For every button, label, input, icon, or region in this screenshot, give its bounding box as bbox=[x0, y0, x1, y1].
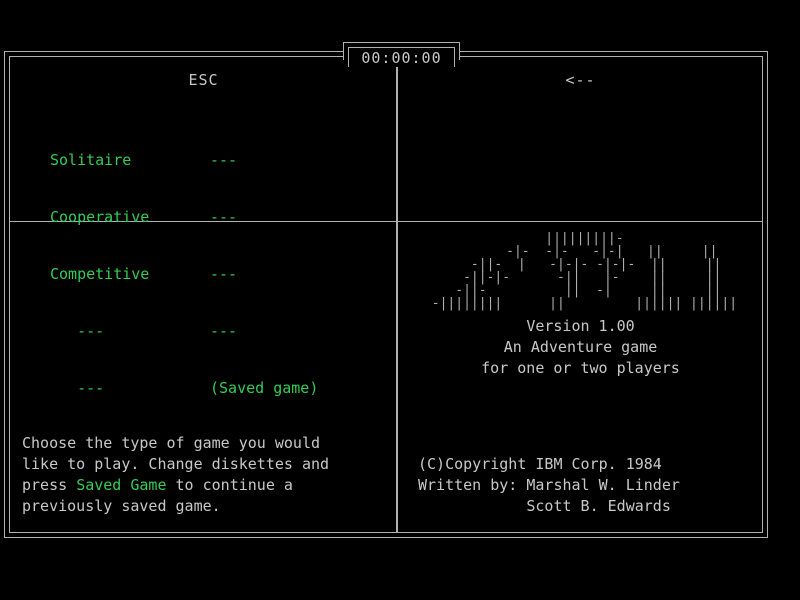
game-type-menu: Solitaire --- Cooperative --- Competitive -… bbox=[12, 113, 395, 436]
instructions-panel: Choose the type of game you would like t… bbox=[12, 224, 395, 531]
instructions-line-1: Choose the type of game you would bbox=[22, 434, 321, 452]
menu-item-dashes: --- bbox=[210, 265, 238, 283]
saved-game-note: (Saved game) bbox=[210, 379, 319, 397]
saved-game-keyword: Saved Game bbox=[76, 476, 167, 494]
credits-text: (C)Copyright IBM Corp. 1984 Written by: M… bbox=[418, 454, 748, 517]
menu-item-label: --- bbox=[50, 322, 105, 340]
menu-item-label: Competitive bbox=[50, 265, 150, 283]
copyright-line: (C)Copyright IBM Corp. 1984 bbox=[418, 455, 662, 473]
instructions-text: Choose the type of game you would like t… bbox=[22, 433, 390, 517]
tagline-line-2: for one or two players bbox=[481, 359, 680, 377]
menu-item-saved-game[interactable]: --- (Saved game) bbox=[50, 379, 395, 398]
instructions-line-2: like to play. Change diskettes and bbox=[22, 455, 330, 473]
game-type-panel: ESC Solitaire --- Cooperative --- Competit… bbox=[12, 58, 395, 397]
menu-item-label: Cooperative bbox=[50, 208, 150, 226]
menu-item-solitaire[interactable]: Solitaire --- bbox=[50, 151, 395, 170]
version-number: Version 1.00 bbox=[526, 317, 635, 335]
author-line-2: Scott B. Edwards bbox=[418, 497, 671, 515]
back-navigation-panel: <-- bbox=[400, 58, 761, 220]
horizontal-divider bbox=[10, 221, 762, 222]
vertical-divider bbox=[396, 57, 398, 532]
menu-item-dashes: --- bbox=[210, 208, 238, 226]
menu-item-blank[interactable]: --- --- bbox=[50, 322, 395, 341]
back-arrow-icon[interactable]: <-- bbox=[565, 71, 596, 89]
instructions-line-4: previously saved game. bbox=[22, 497, 221, 515]
menu-item-cooperative[interactable]: Cooperative --- bbox=[50, 208, 395, 227]
menu-item-dashes: --- bbox=[210, 151, 238, 169]
timer-tab-mask bbox=[350, 49, 453, 63]
version-info: Version 1.00 An Adventure game for one o… bbox=[400, 316, 761, 379]
game-timer: 00:00:00 bbox=[361, 49, 442, 67]
menu-item-competitive[interactable]: Competitive --- bbox=[50, 265, 395, 284]
menu-item-dashes: --- bbox=[210, 322, 238, 340]
ascii-logo-art: |||||||||- -|- -|- -|-| || || -||- | -|-… bbox=[431, 231, 738, 311]
esc-label: ESC bbox=[188, 71, 219, 89]
menu-item-label: Solitaire bbox=[50, 151, 132, 169]
title-credits-panel: |||||||||- -|- -|- -|-| || || -||- | -|-… bbox=[400, 224, 761, 531]
tagline-line-1: An Adventure game bbox=[503, 338, 658, 356]
instructions-line-3-before: press bbox=[22, 476, 77, 494]
instructions-line-3-after: to continue a bbox=[166, 476, 293, 494]
author-line-1: Written by: Marshal W. Linder bbox=[418, 476, 680, 494]
menu-item-label: --- bbox=[50, 379, 105, 397]
